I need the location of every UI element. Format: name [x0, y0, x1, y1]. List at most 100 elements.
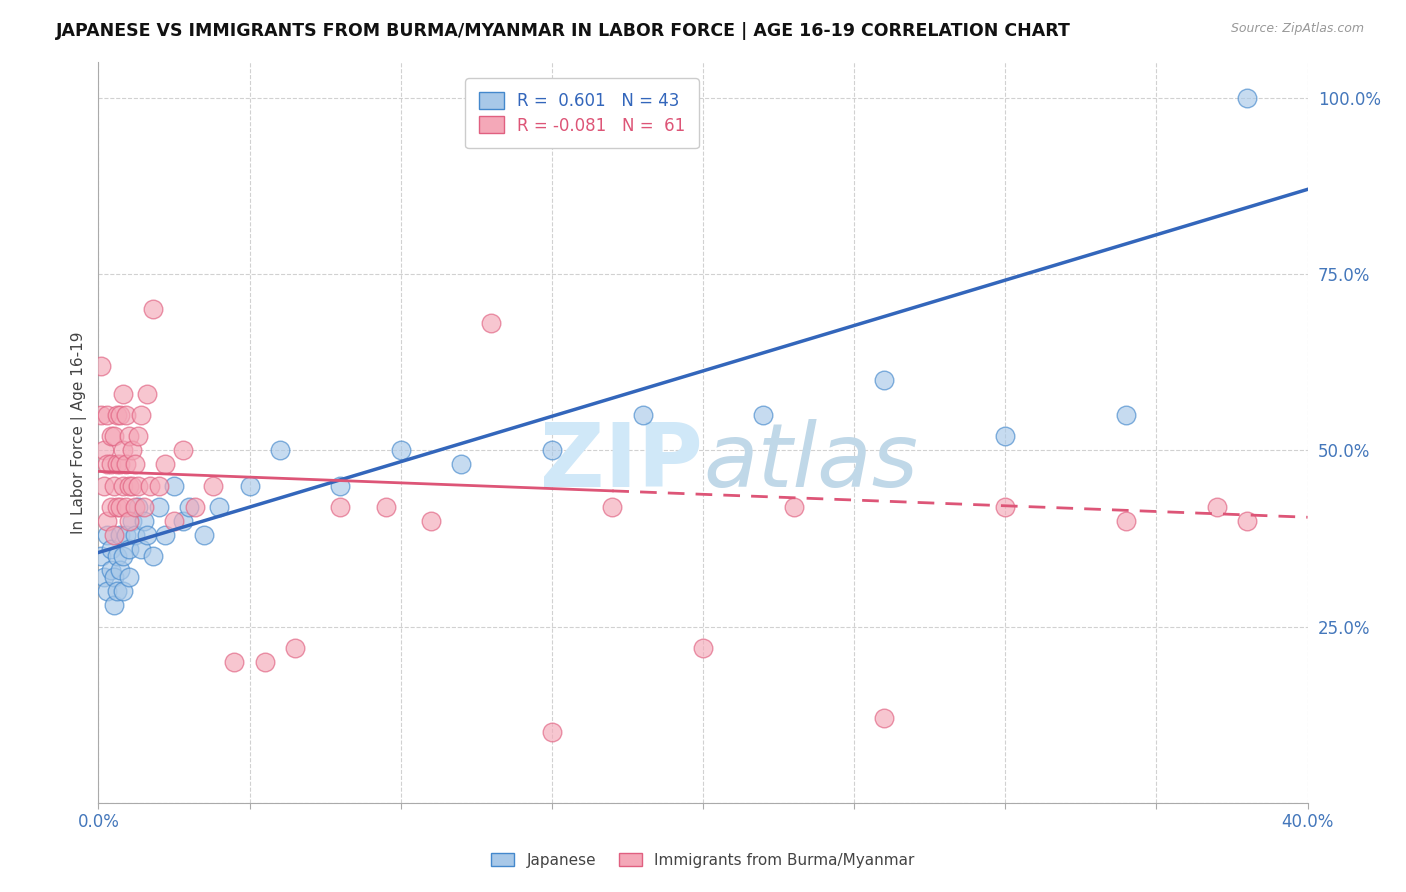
- Point: [269, 443, 291, 458]
- Point: [93, 570, 115, 584]
- Point: [782, 500, 804, 514]
- Point: [1115, 514, 1137, 528]
- Point: [105, 408, 128, 422]
- Point: [602, 500, 624, 514]
- Point: [1236, 514, 1258, 528]
- Point: [96, 514, 118, 528]
- Point: [177, 500, 201, 514]
- Point: [1115, 408, 1137, 422]
- Point: [153, 528, 176, 542]
- Point: [100, 541, 122, 556]
- Point: [124, 458, 146, 472]
- Point: [121, 443, 143, 458]
- Point: [208, 500, 231, 514]
- Point: [121, 478, 143, 492]
- Point: [124, 500, 146, 514]
- Point: [93, 443, 115, 458]
- Y-axis label: In Labor Force | Age 16-19: In Labor Force | Age 16-19: [72, 331, 87, 534]
- Point: [202, 478, 225, 492]
- Legend: R =  0.601   N = 43, R = -0.081   N =  61: R = 0.601 N = 43, R = -0.081 N = 61: [465, 78, 699, 148]
- Point: [108, 528, 131, 542]
- Point: [184, 500, 207, 514]
- Point: [108, 500, 131, 514]
- Point: [103, 528, 125, 542]
- Point: [100, 458, 122, 472]
- Point: [111, 387, 134, 401]
- Point: [108, 458, 131, 472]
- Point: [127, 478, 149, 492]
- Point: [96, 408, 118, 422]
- Point: [389, 443, 412, 458]
- Point: [103, 429, 125, 443]
- Point: [135, 387, 157, 401]
- Point: [132, 500, 155, 514]
- Point: [148, 500, 170, 514]
- Point: [193, 528, 215, 542]
- Point: [129, 541, 152, 556]
- Point: [105, 458, 128, 472]
- Point: [111, 549, 134, 563]
- Text: Source: ZipAtlas.com: Source: ZipAtlas.com: [1230, 22, 1364, 36]
- Point: [1236, 91, 1258, 105]
- Point: [329, 500, 352, 514]
- Point: [118, 478, 141, 492]
- Point: [90, 359, 112, 373]
- Point: [873, 373, 896, 387]
- Point: [114, 500, 136, 514]
- Point: [994, 500, 1017, 514]
- Point: [108, 408, 131, 422]
- Point: [114, 528, 136, 542]
- Point: [124, 528, 146, 542]
- Point: [419, 514, 441, 528]
- Point: [103, 478, 125, 492]
- Point: [374, 500, 396, 514]
- Point: [103, 570, 125, 584]
- Point: [139, 478, 162, 492]
- Point: [153, 458, 176, 472]
- Point: [1206, 500, 1229, 514]
- Point: [96, 584, 118, 599]
- Point: [142, 302, 165, 317]
- Point: [224, 655, 246, 669]
- Point: [96, 458, 118, 472]
- Text: JAPANESE VS IMMIGRANTS FROM BURMA/MYANMAR IN LABOR FORCE | AGE 16-19 CORRELATION: JAPANESE VS IMMIGRANTS FROM BURMA/MYANMA…: [56, 22, 1071, 40]
- Point: [450, 458, 472, 472]
- Point: [93, 478, 115, 492]
- Point: [994, 429, 1017, 443]
- Point: [121, 514, 143, 528]
- Point: [100, 429, 122, 443]
- Point: [100, 500, 122, 514]
- Point: [752, 408, 775, 422]
- Point: [111, 478, 134, 492]
- Point: [118, 514, 141, 528]
- Point: [118, 570, 141, 584]
- Point: [105, 549, 128, 563]
- Point: [329, 478, 352, 492]
- Point: [127, 429, 149, 443]
- Point: [284, 640, 307, 655]
- Point: [118, 541, 141, 556]
- Point: [142, 549, 165, 563]
- Text: atlas: atlas: [703, 419, 918, 505]
- Point: [172, 443, 194, 458]
- Point: [163, 514, 186, 528]
- Point: [253, 655, 276, 669]
- Point: [96, 528, 118, 542]
- Point: [239, 478, 262, 492]
- Point: [163, 478, 186, 492]
- Point: [105, 584, 128, 599]
- Point: [873, 711, 896, 725]
- Legend: Japanese, Immigrants from Burma/Myanmar: Japanese, Immigrants from Burma/Myanmar: [484, 845, 922, 875]
- Point: [540, 725, 562, 739]
- Point: [631, 408, 654, 422]
- Point: [111, 443, 134, 458]
- Point: [108, 563, 131, 577]
- Point: [118, 429, 141, 443]
- Point: [111, 584, 134, 599]
- Point: [90, 549, 112, 563]
- Point: [135, 528, 157, 542]
- Point: [540, 443, 562, 458]
- Point: [481, 316, 503, 330]
- Point: [692, 640, 714, 655]
- Point: [129, 408, 152, 422]
